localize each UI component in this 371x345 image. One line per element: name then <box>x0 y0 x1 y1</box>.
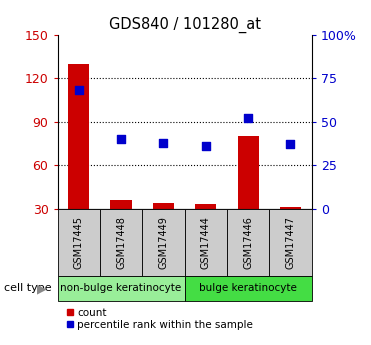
Title: GDS840 / 101280_at: GDS840 / 101280_at <box>109 17 260 33</box>
Bar <box>58 209 100 276</box>
Bar <box>195 204 216 209</box>
Bar <box>111 200 132 209</box>
Text: cell type: cell type <box>4 284 51 293</box>
Legend: count, percentile rank within the sample: count, percentile rank within the sample <box>66 308 253 330</box>
Text: non-bulge keratinocyte: non-bulge keratinocyte <box>60 284 182 293</box>
Text: GSM17444: GSM17444 <box>201 216 211 269</box>
Bar <box>280 207 301 209</box>
Bar <box>153 203 174 209</box>
Text: GSM17445: GSM17445 <box>74 216 84 269</box>
Bar <box>269 209 312 276</box>
Bar <box>68 63 89 209</box>
Point <box>203 143 209 149</box>
Point <box>118 136 124 142</box>
Text: GSM17446: GSM17446 <box>243 216 253 269</box>
Bar <box>142 209 185 276</box>
Text: GSM17449: GSM17449 <box>158 216 168 269</box>
Bar <box>227 209 269 276</box>
Point <box>245 115 251 121</box>
Text: GSM17448: GSM17448 <box>116 216 126 269</box>
Text: bulge keratinocyte: bulge keratinocyte <box>199 284 297 293</box>
Point <box>160 140 166 145</box>
Bar <box>185 209 227 276</box>
Bar <box>237 136 259 209</box>
Text: ▶: ▶ <box>37 282 46 295</box>
Bar <box>100 209 142 276</box>
Bar <box>58 276 185 301</box>
Point <box>76 88 82 93</box>
Bar <box>185 276 312 301</box>
Point <box>288 141 293 147</box>
Text: GSM17447: GSM17447 <box>285 216 295 269</box>
